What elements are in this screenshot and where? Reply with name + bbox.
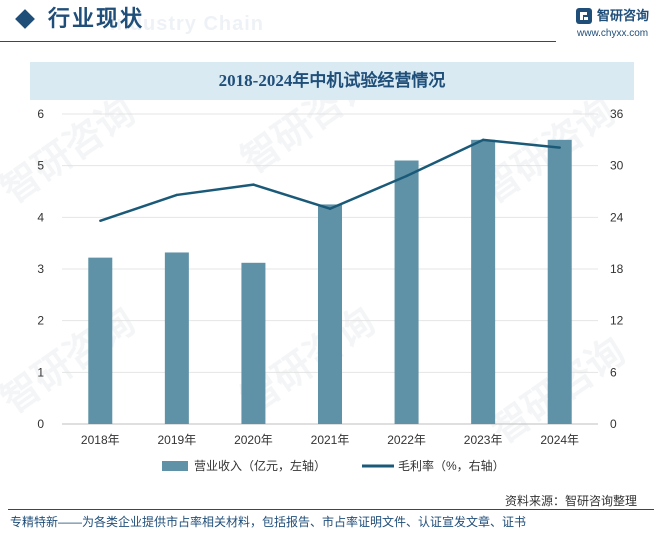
bar-revenue xyxy=(318,204,342,424)
point-gross-margin xyxy=(558,146,561,149)
legend-swatch-revenue xyxy=(162,461,188,471)
y-right-tick-label: 18 xyxy=(610,262,624,276)
y-right-tick-label: 6 xyxy=(610,365,617,379)
chart-title-bar: 2018-2024年中机试验经营情况 xyxy=(30,62,634,100)
y-right-tick-label: 30 xyxy=(610,159,624,173)
brand-name: 智研咨询 xyxy=(597,8,650,23)
point-gross-margin xyxy=(328,207,332,210)
x-tick-label: 2022年 xyxy=(387,433,426,447)
legend-label-revenue: 营业收入（亿元，左轴） xyxy=(194,458,326,473)
y-left-tick-label: 6 xyxy=(37,107,44,121)
point-gross-margin xyxy=(175,193,179,197)
x-tick-label: 2019年 xyxy=(158,433,197,447)
y-left-tick-label: 3 xyxy=(37,262,44,276)
point-gross-margin xyxy=(405,174,408,178)
page-title: 行业现状 xyxy=(48,6,145,31)
point-gross-margin xyxy=(99,219,102,222)
footer-divider xyxy=(8,509,654,510)
header-ghost-text: Industry Chain xyxy=(110,13,265,35)
bar-revenue xyxy=(88,257,113,424)
bar-revenue xyxy=(394,160,419,424)
y-right-tick-label: 36 xyxy=(610,107,624,121)
y-left-tick-label: 0 xyxy=(37,417,44,431)
point-gross-margin xyxy=(481,138,485,142)
header-divider xyxy=(0,41,556,42)
y-left-tick-label: 5 xyxy=(37,159,44,173)
bar-revenue xyxy=(547,139,572,425)
y-left-tick-label: 2 xyxy=(37,314,44,328)
brand-url: www.chyxx.com xyxy=(577,28,649,39)
bar-revenue xyxy=(471,139,496,425)
y-left-tick-label: 1 xyxy=(37,365,44,379)
y-right-tick-label: 0 xyxy=(610,417,617,431)
brand-logo: 智研咨询 www.chyxx.com xyxy=(575,6,659,42)
page-header: Industry Chain 行业现状 智研咨询 www.chyxx.com xyxy=(0,0,662,42)
y-right-tick-label: 24 xyxy=(610,210,624,224)
chart-title: 2018-2024年中机试验经营情况 xyxy=(218,71,446,90)
x-tick-label: 2023年 xyxy=(464,433,503,447)
x-tick-label: 2020年 xyxy=(234,433,273,447)
x-tick-label: 2018年 xyxy=(81,433,120,447)
legend-label-margin: 毛利率（%，右轴） xyxy=(398,458,505,473)
source-note: 资料来源：智研咨询整理 xyxy=(505,494,638,508)
brand-logo-icon xyxy=(576,8,592,24)
footer-tagline: 专精特新——为各类企业提供市占率相关材料，包括报告、市占率证明文件、认证宣发文章… xyxy=(10,515,527,529)
bar-revenue xyxy=(164,252,189,424)
x-tick-label: 2021年 xyxy=(311,433,350,447)
bar-revenue xyxy=(241,262,266,424)
y-right-tick-label: 12 xyxy=(610,314,624,328)
x-tick-label: 2024年 xyxy=(540,433,579,447)
y-left-tick-label: 4 xyxy=(37,210,44,224)
point-gross-margin xyxy=(252,183,255,186)
